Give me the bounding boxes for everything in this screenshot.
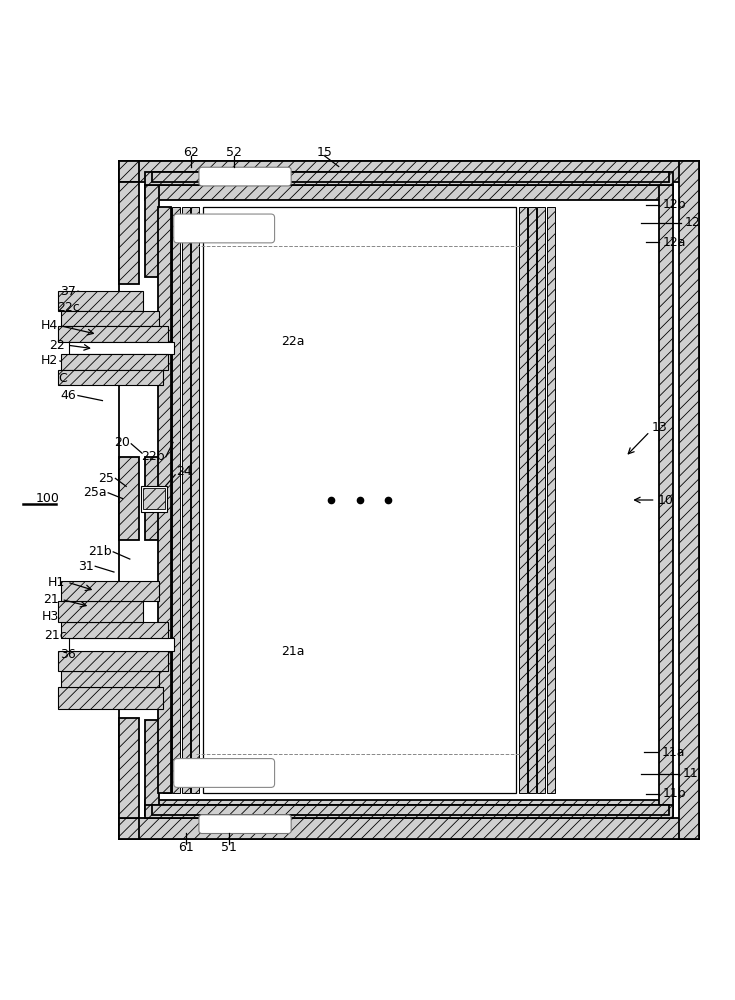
Polygon shape bbox=[68, 342, 173, 354]
Polygon shape bbox=[145, 185, 159, 277]
Polygon shape bbox=[519, 207, 527, 793]
Text: 13: 13 bbox=[652, 421, 668, 434]
Polygon shape bbox=[678, 161, 699, 839]
Text: 100: 100 bbox=[36, 492, 60, 505]
Text: 21c: 21c bbox=[43, 629, 66, 642]
Polygon shape bbox=[61, 581, 159, 601]
Text: 37: 37 bbox=[60, 285, 76, 298]
Polygon shape bbox=[58, 370, 163, 385]
Polygon shape bbox=[119, 818, 699, 839]
Text: 21a: 21a bbox=[281, 645, 304, 658]
Text: 31: 31 bbox=[78, 560, 94, 573]
Text: 12b: 12b bbox=[663, 198, 686, 211]
Polygon shape bbox=[119, 182, 139, 284]
Polygon shape bbox=[61, 311, 159, 326]
FancyBboxPatch shape bbox=[173, 759, 275, 787]
Bar bbox=[143, 488, 165, 509]
Text: 36: 36 bbox=[60, 648, 76, 661]
Polygon shape bbox=[119, 718, 139, 818]
Text: 22: 22 bbox=[49, 339, 65, 352]
Text: 51: 51 bbox=[221, 841, 237, 854]
FancyBboxPatch shape bbox=[199, 167, 291, 186]
Text: 52: 52 bbox=[226, 146, 242, 159]
Text: H3: H3 bbox=[42, 610, 60, 623]
Text: C: C bbox=[58, 372, 67, 385]
Text: 11b: 11b bbox=[663, 787, 686, 800]
Polygon shape bbox=[172, 207, 180, 793]
Text: 25a: 25a bbox=[83, 486, 107, 499]
Text: 20: 20 bbox=[114, 436, 130, 449]
Polygon shape bbox=[119, 457, 139, 540]
Text: 10: 10 bbox=[658, 494, 674, 507]
Text: 12a: 12a bbox=[663, 236, 686, 249]
Polygon shape bbox=[528, 207, 536, 793]
Polygon shape bbox=[145, 720, 159, 815]
Bar bbox=[119, 161, 699, 839]
Text: 21: 21 bbox=[43, 593, 60, 606]
Text: 11: 11 bbox=[683, 767, 699, 780]
Polygon shape bbox=[547, 207, 555, 793]
Text: 11a: 11a bbox=[662, 746, 685, 759]
Bar bbox=[141, 486, 167, 512]
Polygon shape bbox=[158, 207, 171, 793]
Polygon shape bbox=[61, 354, 168, 370]
Polygon shape bbox=[119, 818, 139, 839]
Polygon shape bbox=[145, 805, 673, 818]
Polygon shape bbox=[152, 172, 670, 182]
Text: 22c: 22c bbox=[57, 301, 79, 314]
Text: 22b: 22b bbox=[140, 450, 165, 463]
Text: 61: 61 bbox=[178, 841, 194, 854]
Polygon shape bbox=[119, 161, 139, 182]
Polygon shape bbox=[659, 185, 673, 815]
Polygon shape bbox=[145, 457, 159, 540]
Text: 46: 46 bbox=[60, 389, 76, 402]
Polygon shape bbox=[58, 326, 168, 342]
Bar bbox=[204, 207, 516, 793]
Text: 15: 15 bbox=[316, 146, 332, 159]
Polygon shape bbox=[152, 805, 670, 815]
Polygon shape bbox=[61, 622, 168, 638]
Text: H1: H1 bbox=[48, 576, 65, 589]
Polygon shape bbox=[68, 638, 173, 651]
Polygon shape bbox=[145, 800, 673, 815]
FancyBboxPatch shape bbox=[199, 815, 291, 833]
Polygon shape bbox=[163, 207, 171, 793]
Polygon shape bbox=[182, 207, 190, 793]
Text: H4: H4 bbox=[40, 319, 58, 332]
Polygon shape bbox=[58, 601, 143, 622]
Text: 21b: 21b bbox=[88, 545, 112, 558]
Polygon shape bbox=[145, 172, 673, 185]
FancyBboxPatch shape bbox=[173, 214, 275, 243]
Polygon shape bbox=[61, 671, 159, 687]
Polygon shape bbox=[119, 161, 699, 182]
Text: 22a: 22a bbox=[281, 335, 304, 348]
Polygon shape bbox=[58, 291, 143, 311]
Text: H2: H2 bbox=[40, 354, 58, 367]
Polygon shape bbox=[145, 185, 673, 200]
Polygon shape bbox=[58, 687, 163, 709]
Polygon shape bbox=[537, 207, 545, 793]
Text: 24: 24 bbox=[176, 465, 193, 478]
Text: 12: 12 bbox=[684, 216, 700, 229]
Polygon shape bbox=[191, 207, 199, 793]
Text: 62: 62 bbox=[183, 146, 199, 159]
Polygon shape bbox=[58, 651, 168, 671]
Text: 25: 25 bbox=[98, 472, 114, 485]
